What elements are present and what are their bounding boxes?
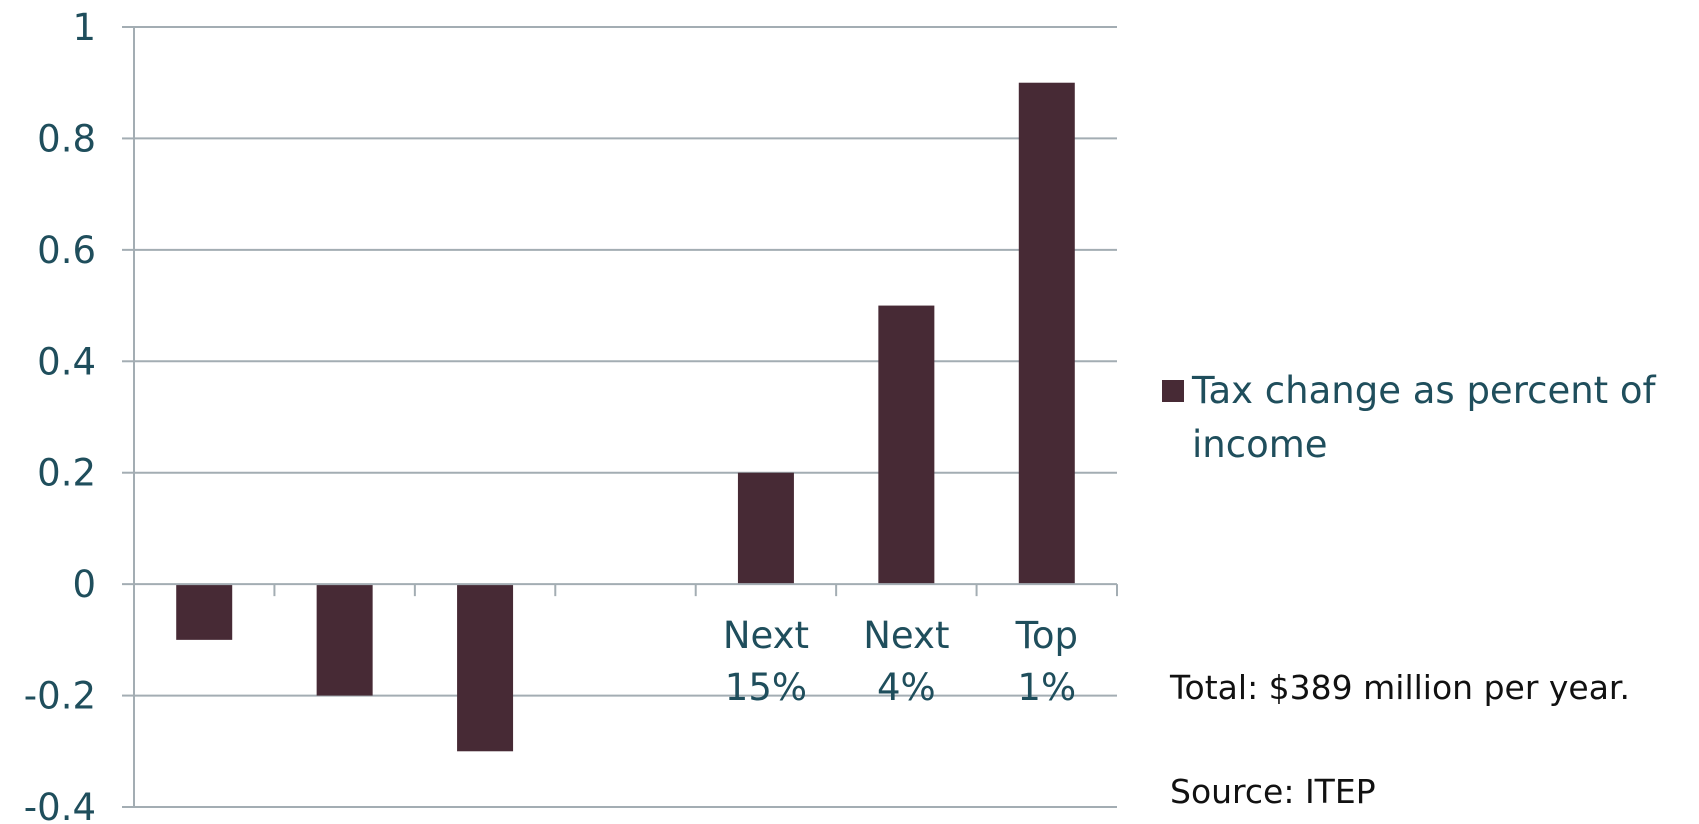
x-tick-labels: Next 15% Next 4% Top 1% — [723, 614, 1078, 709]
bar — [176, 584, 233, 640]
gridlines — [122, 26, 1117, 808]
total-note: Total: $389 million per year. — [1170, 668, 1630, 707]
y-tick-label: 0 — [72, 563, 96, 606]
bar — [737, 472, 794, 585]
bar — [1018, 82, 1075, 585]
legend: Tax change as percent of income — [1162, 364, 1692, 472]
bars — [176, 82, 1075, 752]
x-tick-label: Next 15% — [723, 614, 809, 709]
x-tick-label: Next 4% — [863, 614, 949, 709]
legend-label: Tax change as percent of income — [1192, 369, 1656, 466]
axes — [133, 27, 1118, 807]
y-tick-labels: -0.4 -0.2 0 0.2 0.4 0.6 0.8 1 — [24, 6, 96, 824]
legend-swatch — [1162, 380, 1184, 402]
y-tick-label: 1 — [72, 6, 96, 49]
y-tick-label: 0.2 — [37, 452, 96, 495]
bar — [316, 584, 373, 696]
x-tick-label: Top 1% — [1015, 614, 1078, 709]
y-tick-label: -0.2 — [24, 675, 96, 718]
y-tick-label: 0.4 — [37, 340, 96, 383]
y-tick-label: 0.6 — [37, 229, 96, 272]
y-tick-label: -0.4 — [24, 786, 96, 824]
bar — [457, 584, 514, 752]
source-note: Source: ITEP — [1170, 772, 1376, 811]
y-tick-label: 0.8 — [37, 117, 96, 160]
bar — [878, 305, 935, 585]
